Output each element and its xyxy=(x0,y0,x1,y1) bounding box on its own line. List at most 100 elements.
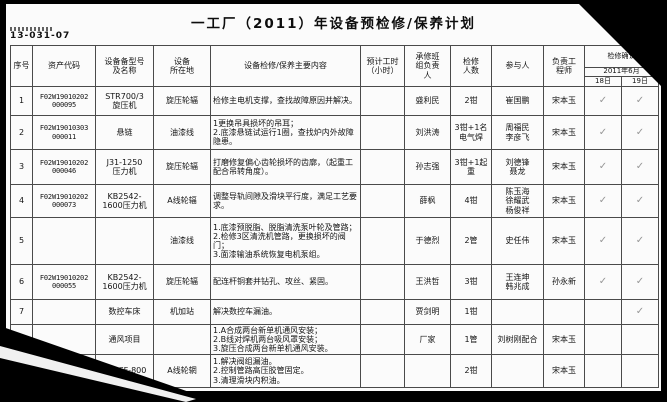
col-header-confirm: 检修确认 xyxy=(584,45,659,68)
cell-maintenance-content: 1.A合成两台新单机通风安装； 2.B线对焊机两台吸风罩安装； 3.旋压合成两台… xyxy=(210,324,361,355)
col-header-location: 设备 所在地 xyxy=(153,45,211,87)
cell-check-day19: ✓ xyxy=(621,299,659,325)
cell-row-number xyxy=(10,354,33,388)
table-row: 6 F02W19010202 000055 KB2542- 1600压力机 旋压… xyxy=(10,264,659,300)
cell-team-leader: 孙志强 xyxy=(404,149,451,185)
cell-location: 旋压轮辐 xyxy=(153,86,211,116)
table-row: 3 F02W19010202 000046 J31-1250 压力机 旋压轮辐 … xyxy=(10,149,659,185)
table-row: 5 油漆线 1.底漆预脱脂、脱脂清洗泵叶轮及管路； 2.检修3区清洗机管路，更换… xyxy=(10,217,659,265)
cell-maintenance-content: 1更换吊具损坏的吊耳； 2.底漆悬链试运行1圈，查找炉内外故障隐患。 xyxy=(210,115,361,150)
cell-people-count: 3钳+1名电气焊 xyxy=(450,115,492,150)
cell-team-leader: 于德烈 xyxy=(404,217,451,265)
cell-row-number: 3 xyxy=(10,149,33,185)
cell-engineer: 宋本玉 xyxy=(543,86,585,116)
cell-check-day19: ✓ xyxy=(621,86,659,116)
cell-maintenance-content: 调整导轨间隙及滑块平行度，满足工艺要求。 xyxy=(210,184,361,218)
page-title: 一工厂（2011）年设备预检修/保养计划 xyxy=(190,16,476,32)
cell-asset-code xyxy=(32,299,96,325)
cell-check-day19 xyxy=(621,354,659,388)
cell-check-day18: ✓ xyxy=(584,264,622,300)
cell-row-number: 1 xyxy=(10,86,33,116)
cell-row-number: 6 xyxy=(10,264,33,300)
illegible-text-smudge xyxy=(10,27,52,31)
cell-asset-code: F02W19010303 000011 xyxy=(32,115,96,150)
cell-location: 旋压轮辐 xyxy=(153,264,211,300)
table-row: 通风项目 1.A合成两台新单机通风安装； 2.B线对焊机两台吸风罩安装； 3.旋… xyxy=(10,324,659,355)
maintenance-plan-table: 序号 资产代码 设备备型号 及名称 设备 所在地 设备检修/保养主要内容 预计工… xyxy=(10,45,659,388)
cell-estimated-hours xyxy=(360,115,405,150)
cell-model-name: KB2542- 1600压力机 xyxy=(95,264,154,300)
cell-team-leader: 盛利民 xyxy=(404,86,451,116)
cell-engineer: 孙永新 xyxy=(543,264,585,300)
cell-asset-code: F02W19010202 000073 xyxy=(32,184,96,218)
cell-people-count: 2钳 xyxy=(450,354,492,388)
cell-asset-code: F02W19010202 000046 xyxy=(32,149,96,185)
cell-row-number: 4 xyxy=(10,184,33,218)
cell-row-number xyxy=(10,324,33,355)
cell-asset-code xyxy=(32,217,96,265)
cell-location: 油漆线 xyxy=(153,217,211,265)
cell-estimated-hours xyxy=(360,299,405,325)
cell-estimated-hours xyxy=(360,217,405,265)
col-header-month: 2011年6月 xyxy=(584,67,659,77)
col-header-leader: 承修班 组负责 人 xyxy=(404,45,451,87)
cell-engineer: 宋本玉 xyxy=(543,184,585,218)
cell-participants: 王连坤 韩兆成 xyxy=(491,264,544,300)
table-row: 1 F02W19010202 000095 STR700/3 旋压机 旋压轮辐 … xyxy=(10,86,659,116)
cell-participants: 刘德锋 聂龙 xyxy=(491,149,544,185)
cell-location xyxy=(153,324,211,355)
cell-participants: 周福民 李彦飞 xyxy=(491,115,544,150)
cell-maintenance-content: 解决数控车漏油。 xyxy=(210,299,361,325)
cell-participants: 陈玉海 徐耀武 杨俊祥 xyxy=(491,184,544,218)
cell-team-leader: 王洪哲 xyxy=(404,264,451,300)
cell-participants: 史任伟 xyxy=(491,217,544,265)
cell-check-day18: ✓ xyxy=(584,184,622,218)
cell-participants xyxy=(491,299,544,325)
cell-people-count: 1管 xyxy=(450,324,492,355)
cell-model-name: XP1CF-800 xyxy=(95,354,154,388)
cell-engineer: 宋本玉 xyxy=(543,217,585,265)
col-header-hours: 预计工时 （小时） xyxy=(360,45,405,87)
cell-location: 机加站 xyxy=(153,299,211,325)
cell-asset-code xyxy=(32,324,96,355)
cell-model-name: KB2542- 1600压力机 xyxy=(95,184,154,218)
col-header-engineer: 负责工 程师 xyxy=(543,45,585,87)
cell-people-count: 4钳 xyxy=(450,184,492,218)
cell-estimated-hours xyxy=(360,149,405,185)
cell-team-leader: 刘洪涛 xyxy=(404,115,451,150)
col-header-day-19: 19日 xyxy=(621,76,659,87)
cell-participants: 崔国鹏 xyxy=(491,86,544,116)
cell-check-day18 xyxy=(584,324,622,355)
cell-maintenance-content: 1.底漆预脱脂、脱脂清洗泵叶轮及管路； 2.检修3区清洗机管路，更换损坏的阀门；… xyxy=(210,217,361,265)
cell-estimated-hours xyxy=(360,86,405,116)
cell-asset-code: F02W19010202 000095 xyxy=(32,86,96,116)
cell-engineer xyxy=(543,299,585,325)
cell-people-count: 2钳 xyxy=(450,86,492,116)
cell-row-number: 7 xyxy=(10,299,33,325)
cell-location: 旋压轮辐 xyxy=(153,149,211,185)
cell-location: 油漆线 xyxy=(153,115,211,150)
cell-check-day18: ✓ xyxy=(584,149,622,185)
cell-check-day18 xyxy=(584,299,622,325)
cell-engineer: 宋本玉 xyxy=(543,354,585,388)
cell-estimated-hours xyxy=(360,354,405,388)
cell-row-number: 2 xyxy=(10,115,33,150)
col-header-model: 设备备型号 及名称 xyxy=(95,45,154,87)
cell-people-count: 3钳+1起重 xyxy=(450,149,492,185)
col-header-participants: 参与人 xyxy=(491,45,544,87)
cell-participants xyxy=(491,354,544,388)
cell-people-count: 1钳 xyxy=(450,299,492,325)
cell-check-day19 xyxy=(621,324,659,355)
cell-engineer: 宋本玉 xyxy=(543,324,585,355)
table-row: F02W19010202 XP1CF-800 A线轮辋 1.解决阀组漏油。 2.… xyxy=(10,354,659,388)
cell-check-day18: ✓ xyxy=(584,86,622,116)
cell-model-name: 悬链 xyxy=(95,115,154,150)
cell-team-leader xyxy=(404,354,451,388)
table-row: 2 F02W19010303 000011 悬链 油漆线 1更换吊具损坏的吊耳；… xyxy=(10,115,659,150)
col-header-content: 设备检修/保养主要内容 xyxy=(210,45,361,87)
cell-estimated-hours xyxy=(360,184,405,218)
document-page: 一工厂（2011）年设备预检修/保养计划 13-031-07 序号 资产代码 设… xyxy=(6,4,661,391)
col-header-asset-code: 资产代码 xyxy=(32,45,96,87)
col-header-day-18: 18日 xyxy=(584,76,622,87)
